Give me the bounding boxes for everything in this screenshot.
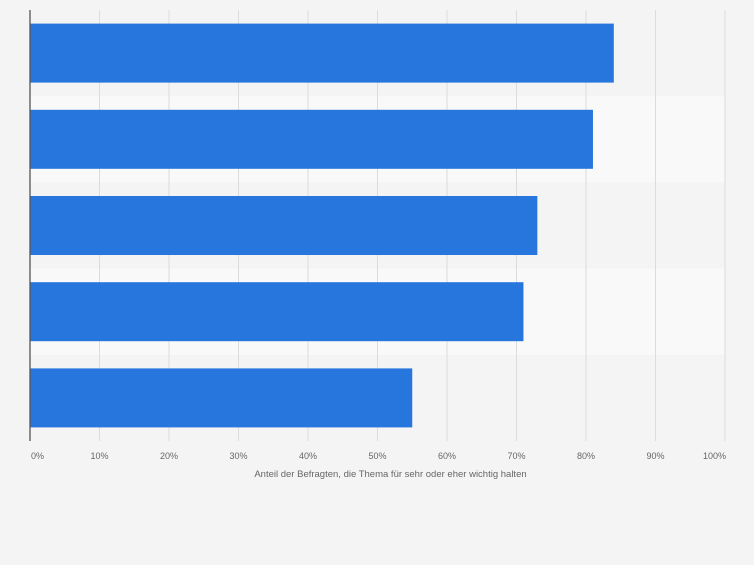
x-tick-label: 40% bbox=[299, 451, 317, 461]
bar bbox=[30, 282, 524, 342]
bar bbox=[30, 109, 593, 169]
bar bbox=[30, 368, 413, 428]
x-tick-label: 30% bbox=[229, 451, 247, 461]
x-tick-label: 0% bbox=[31, 451, 44, 461]
bar bbox=[30, 23, 614, 83]
bar bbox=[30, 196, 538, 255]
bars bbox=[30, 23, 614, 428]
x-tick-label: 80% bbox=[577, 451, 595, 461]
x-tick-label: 90% bbox=[646, 451, 664, 461]
x-tick-labels: 0% 10% 20% 30% 40% 50% 60% 70% 80% 90% 100% bbox=[31, 451, 726, 461]
x-tick-label: 10% bbox=[90, 451, 108, 461]
x-tick-label: 70% bbox=[507, 451, 525, 461]
x-tick-label: 60% bbox=[438, 451, 456, 461]
x-tick-label: 50% bbox=[368, 451, 386, 461]
x-tick-label: 100% bbox=[703, 451, 726, 461]
x-axis-title: Anteil der Befragten, die Thema für sehr… bbox=[254, 469, 526, 480]
x-tick-label: 20% bbox=[160, 451, 178, 461]
